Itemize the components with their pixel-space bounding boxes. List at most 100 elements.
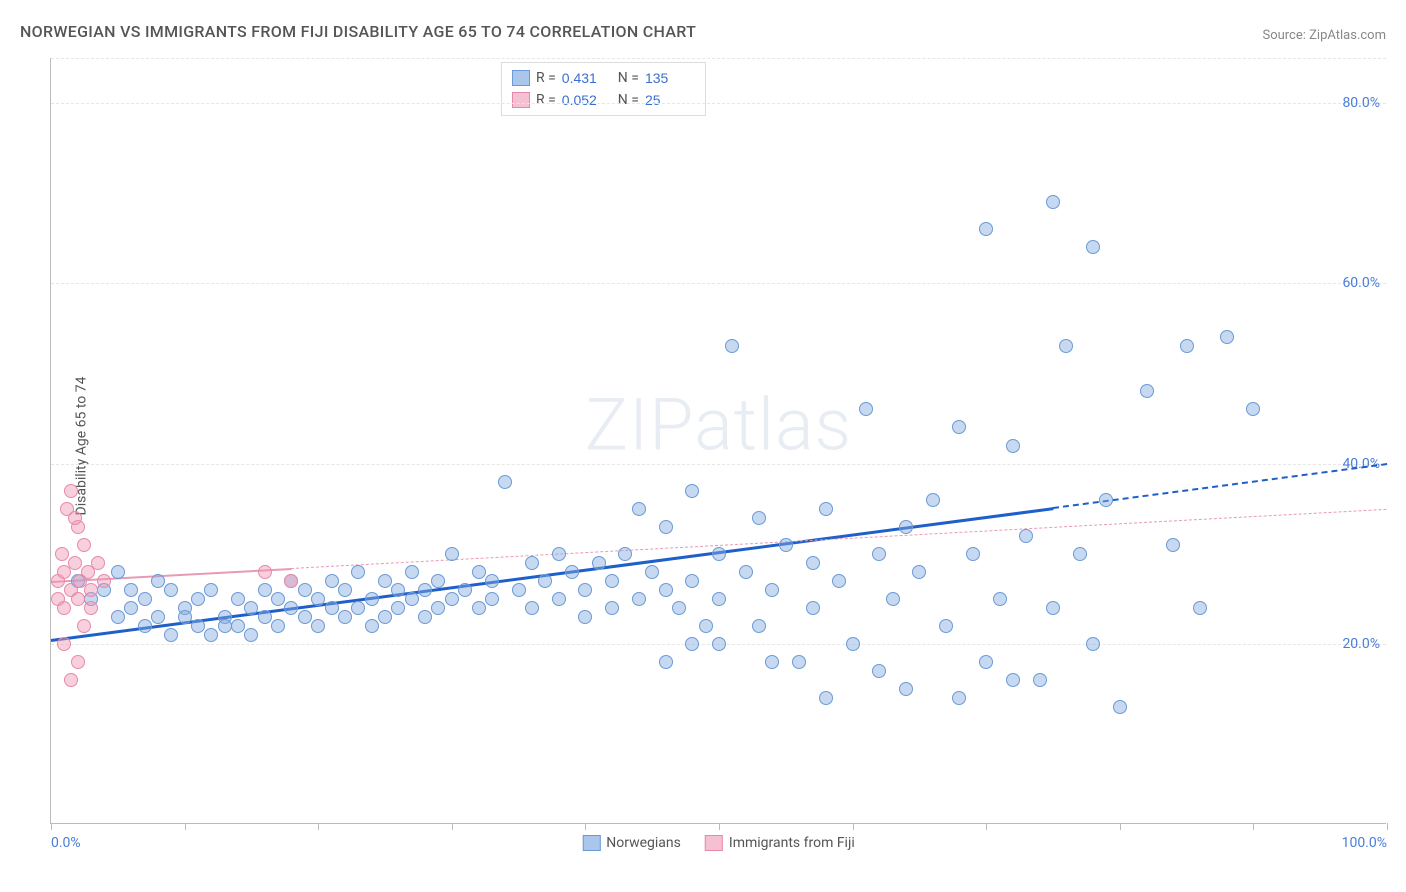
data-point — [806, 556, 820, 570]
data-point — [77, 538, 91, 552]
source-attribution: Source: ZipAtlas.com — [1262, 28, 1386, 43]
data-point — [739, 565, 753, 579]
data-point — [338, 583, 352, 597]
data-point — [485, 592, 499, 606]
data-point — [405, 592, 419, 606]
data-point — [752, 511, 766, 525]
data-point — [378, 610, 392, 624]
data-point — [258, 565, 272, 579]
data-point — [538, 574, 552, 588]
data-point — [284, 601, 298, 615]
data-point — [472, 601, 486, 615]
data-point — [1099, 493, 1113, 507]
x-tick-mark — [1120, 823, 1121, 830]
data-point — [431, 601, 445, 615]
stats-row-0: R = 0.431 N = 135 — [512, 67, 695, 89]
stats-n-value-0: 135 — [645, 67, 695, 89]
data-point — [765, 583, 779, 597]
data-point — [1006, 439, 1020, 453]
data-point — [97, 574, 111, 588]
data-point — [68, 511, 82, 525]
data-point — [231, 592, 245, 606]
data-point — [819, 691, 833, 705]
stats-n-value-1: 25 — [645, 89, 695, 111]
x-tick-mark — [1253, 823, 1254, 830]
data-point — [391, 583, 405, 597]
data-point — [191, 592, 205, 606]
stats-n-label: N = — [618, 89, 639, 111]
data-point — [979, 655, 993, 669]
data-point — [912, 565, 926, 579]
data-point — [311, 592, 325, 606]
data-point — [325, 601, 339, 615]
legend-item-0: Norwegians — [582, 835, 681, 851]
data-point — [952, 420, 966, 434]
data-point — [138, 592, 152, 606]
chart-container: NORWEGIAN VS IMMIGRANTS FROM FIJI DISABI… — [0, 0, 1406, 892]
chart-title: NORWEGIAN VS IMMIGRANTS FROM FIJI DISABI… — [20, 22, 696, 41]
stats-r-value-0: 0.431 — [562, 67, 612, 89]
data-point — [659, 655, 673, 669]
data-point — [1113, 700, 1127, 714]
stats-r-label: R = — [536, 67, 556, 89]
data-point — [632, 592, 646, 606]
data-point — [926, 493, 940, 507]
legend-swatch-0 — [512, 70, 530, 86]
legend-item-1: Immigrants from Fiji — [705, 835, 855, 851]
data-point — [231, 619, 245, 633]
data-point — [685, 637, 699, 651]
data-point — [71, 655, 85, 669]
data-point — [672, 601, 686, 615]
data-point — [458, 583, 472, 597]
data-point — [191, 619, 205, 633]
data-point — [405, 565, 419, 579]
stats-r-label: R = — [536, 89, 556, 111]
data-point — [311, 619, 325, 633]
data-point — [298, 583, 312, 597]
data-point — [993, 592, 1007, 606]
data-point — [164, 583, 178, 597]
data-point — [445, 592, 459, 606]
data-point — [779, 538, 793, 552]
data-point — [485, 574, 499, 588]
data-point — [1166, 538, 1180, 552]
data-point — [1046, 195, 1060, 209]
data-point — [325, 574, 339, 588]
data-point — [645, 565, 659, 579]
data-point — [872, 547, 886, 561]
data-point — [659, 583, 673, 597]
data-point — [64, 673, 78, 687]
stats-legend: R = 0.431 N = 135 R = 0.052 N = 25 — [501, 62, 706, 116]
data-point — [872, 664, 886, 678]
data-point — [418, 583, 432, 597]
data-point — [204, 583, 218, 597]
data-point — [84, 601, 98, 615]
x-tick-mark — [853, 823, 854, 830]
data-point — [819, 502, 833, 516]
data-point — [1019, 529, 1033, 543]
data-point — [939, 619, 953, 633]
data-point — [966, 547, 980, 561]
data-point — [1073, 547, 1087, 561]
data-point — [271, 592, 285, 606]
data-point — [111, 610, 125, 624]
data-point — [886, 592, 900, 606]
data-point — [899, 520, 913, 534]
data-point — [632, 502, 646, 516]
trend-line — [291, 509, 1387, 569]
y-tick-label: 20.0% — [1342, 636, 1380, 652]
legend-label-0: Norwegians — [606, 835, 681, 851]
data-point — [618, 547, 632, 561]
x-tick-mark — [1387, 823, 1388, 830]
data-point — [1086, 637, 1100, 651]
data-point — [1220, 330, 1234, 344]
data-point — [351, 601, 365, 615]
data-point — [431, 574, 445, 588]
x-tick-mark — [452, 823, 453, 830]
data-point — [832, 574, 846, 588]
data-point — [979, 222, 993, 236]
data-point — [605, 574, 619, 588]
data-point — [1193, 601, 1207, 615]
data-point — [552, 592, 566, 606]
x-tick-mark — [719, 823, 720, 830]
